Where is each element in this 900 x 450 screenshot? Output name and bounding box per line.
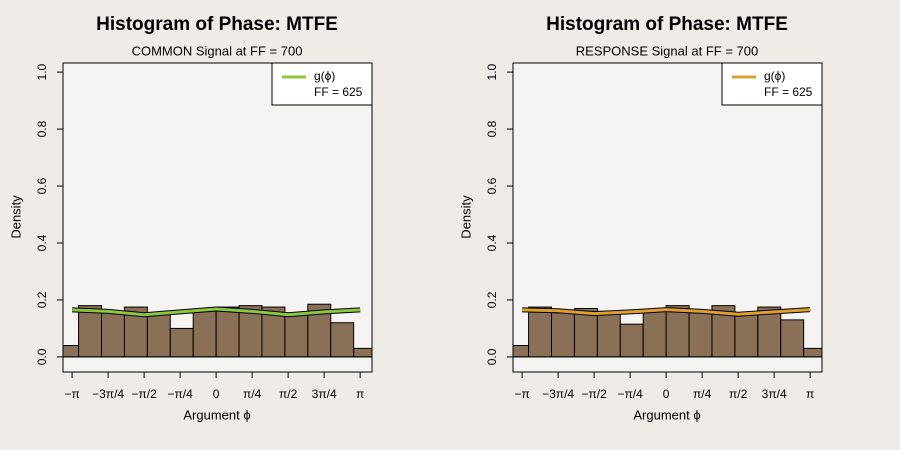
y-tick-label: 0.6 xyxy=(35,177,49,194)
bar xyxy=(551,312,575,358)
x-axis-label: Argument ϕ xyxy=(633,407,700,422)
x-tick-label: −π/4 xyxy=(167,387,193,401)
bar xyxy=(63,345,80,358)
y-tick-label: 0.4 xyxy=(485,234,499,251)
density-line xyxy=(72,307,361,317)
y-axis-label: Density xyxy=(458,195,473,239)
y-tick-label: 0.2 xyxy=(35,291,49,308)
bar xyxy=(101,312,125,358)
legend-note: FF = 625 xyxy=(764,85,813,99)
panel: 0.0 0.2 0.4 0.6 0.8 1.0 −π −3π/4 −π/2 −π/4 0 π/4 π/2… xyxy=(8,14,373,422)
plot-frame xyxy=(512,62,823,373)
chart-title: Histogram of Phase: MTFE xyxy=(96,14,338,35)
y-tick-label: 0.2 xyxy=(485,291,499,308)
y-tick-label: 1.0 xyxy=(485,63,499,80)
x-tick-label: −3π/4 xyxy=(542,387,574,401)
legend-box xyxy=(721,62,823,106)
legend-box xyxy=(271,62,373,106)
bar xyxy=(513,345,530,358)
y-tick-label: 0.0 xyxy=(485,348,499,365)
x-tick-label: 3π/4 xyxy=(762,387,787,401)
x-tick-label: 0 xyxy=(213,387,220,401)
x-tick-label: π xyxy=(806,387,814,401)
x-tick-label: 0 xyxy=(663,387,670,401)
bar xyxy=(169,327,194,358)
chart-subtitle: COMMON Signal at FF = 700 xyxy=(132,43,303,58)
y-tick-label: 1.0 xyxy=(35,63,49,80)
y-axis-label: Density xyxy=(8,195,23,239)
x-tick-label: π xyxy=(356,387,364,401)
plot xyxy=(513,305,822,358)
bar xyxy=(734,313,759,358)
plot xyxy=(63,303,372,358)
y-tick-label: 0.8 xyxy=(485,120,499,137)
bar xyxy=(596,310,621,358)
x-tick-label: −π/4 xyxy=(617,387,643,401)
legend-label: g(ϕ) xyxy=(314,69,335,83)
x-tick-label: 3π/4 xyxy=(312,387,337,401)
y-tick-label: 0.0 xyxy=(35,348,49,365)
chart-subtitle: RESPONSE Signal at FF = 700 xyxy=(576,43,758,58)
bar xyxy=(642,309,667,358)
bar xyxy=(146,313,171,358)
x-tick-label: −3π/4 xyxy=(92,387,124,401)
bar xyxy=(192,309,217,358)
bar xyxy=(688,312,713,358)
legend-note: FF = 625 xyxy=(314,85,363,99)
x-tick-label: −π/2 xyxy=(131,387,157,401)
x-tick-label: π/2 xyxy=(729,387,748,401)
y-tick-label: 0.8 xyxy=(35,120,49,137)
bar xyxy=(330,322,355,358)
bar xyxy=(803,347,822,358)
bar xyxy=(780,319,805,358)
plot-frame xyxy=(62,62,373,373)
x-tick-label: −π xyxy=(64,387,79,401)
x-tick-label: π/2 xyxy=(279,387,298,401)
bar xyxy=(665,305,690,358)
bar xyxy=(619,323,644,358)
x-tick-label: π/4 xyxy=(243,387,262,401)
y-tick-label: 0.4 xyxy=(35,234,49,251)
x-tick-label: −π xyxy=(514,387,529,401)
bar xyxy=(528,306,553,358)
panel: 0.0 0.2 0.4 0.6 0.8 1.0 −π −3π/4 −π/2 −π/4 0 π/4 π/2… xyxy=(458,14,823,422)
x-axis-label: Argument ϕ xyxy=(183,407,250,422)
y-tick-label: 0.6 xyxy=(485,177,499,194)
chart-title: Histogram of Phase: MTFE xyxy=(546,14,788,35)
bar xyxy=(284,313,309,358)
legend-label: g(ϕ) xyxy=(764,69,785,83)
x-tick-label: −π/2 xyxy=(581,387,607,401)
x-tick-label: π/4 xyxy=(693,387,712,401)
bar xyxy=(215,306,240,358)
bar xyxy=(353,347,372,358)
density-line xyxy=(522,308,811,316)
